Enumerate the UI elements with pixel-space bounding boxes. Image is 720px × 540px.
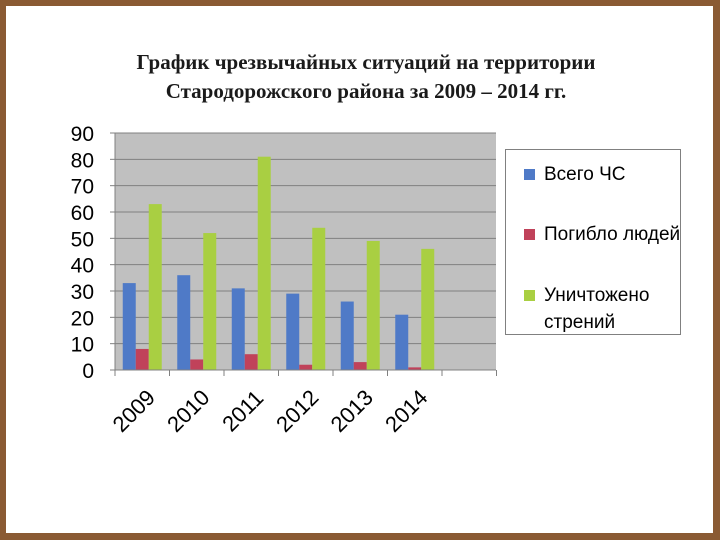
- bar-1-2013: [340, 301, 354, 370]
- y-tick-label: 30: [71, 281, 94, 304]
- y-tick-label: 40: [71, 255, 94, 278]
- y-tick-label: 90: [71, 123, 94, 146]
- bar-2-2012: [299, 364, 313, 370]
- bar-2-2011: [244, 354, 258, 370]
- y-tick-label: 10: [71, 334, 94, 357]
- legend: Всего ЧС Погибло людей Уничтожено стрени…: [505, 149, 681, 335]
- y-axis-labels: 0 10 20 30 40 50 60 70 80 90: [71, 123, 94, 383]
- y-tick-label: 0: [82, 360, 94, 383]
- bar-1-2014: [395, 314, 409, 370]
- y-tick-label: 80: [71, 149, 94, 172]
- bar-3-2009: [148, 204, 162, 370]
- legend-label-deaths: Погибло людей: [544, 224, 681, 245]
- bar-3-2011: [257, 156, 271, 370]
- x-tick-label: 2009: [108, 385, 160, 437]
- y-tick-label: 60: [71, 202, 94, 225]
- legend-swatch-deaths: [524, 229, 535, 240]
- chart-title: График чрезвычайных ситуаций на территор…: [66, 48, 666, 106]
- x-tick-label: 2012: [271, 385, 323, 437]
- bar-1-2010: [177, 275, 191, 370]
- x-tick-label: 2013: [326, 385, 378, 437]
- bar-1-2009: [122, 283, 136, 370]
- bar-2-2013: [353, 362, 367, 370]
- bar-3-2014: [421, 248, 435, 370]
- legend-label-destroyed: Уничтожено стрений: [544, 285, 650, 333]
- bar-1-2011: [231, 288, 245, 370]
- x-axis-labels: 2009 2010 2011 2012 2013 2014: [108, 385, 433, 437]
- y-tick-label: 50: [71, 228, 94, 251]
- chart-title-line-1: График чрезвычайных ситуаций на территор…: [136, 50, 596, 74]
- x-tick-label: 2010: [162, 385, 214, 437]
- bar-1-2012: [286, 293, 300, 370]
- bar-3-2012: [312, 227, 326, 370]
- legend-label-total: Всего ЧС: [544, 164, 626, 185]
- x-axis-ticks: [114, 370, 497, 376]
- x-tick-label: 2011: [217, 385, 268, 436]
- bars: [122, 156, 435, 370]
- y-tick-label: 70: [71, 176, 94, 199]
- legend-swatch-total: [524, 169, 535, 180]
- legend-swatch-destroyed: [524, 290, 535, 301]
- plot-area: [115, 133, 496, 370]
- y-tick-label: 20: [71, 307, 94, 330]
- bar-2-2009: [135, 348, 149, 370]
- bar-2-2010: [190, 359, 204, 370]
- chart-title-line-2: Стародорожского района за 2009 – 2014 гг…: [165, 79, 567, 103]
- bar-3-2013: [366, 240, 380, 370]
- bar-3-2010: [203, 233, 217, 370]
- bar-2-2014: [408, 367, 422, 370]
- x-tick-label: 2014: [380, 385, 432, 437]
